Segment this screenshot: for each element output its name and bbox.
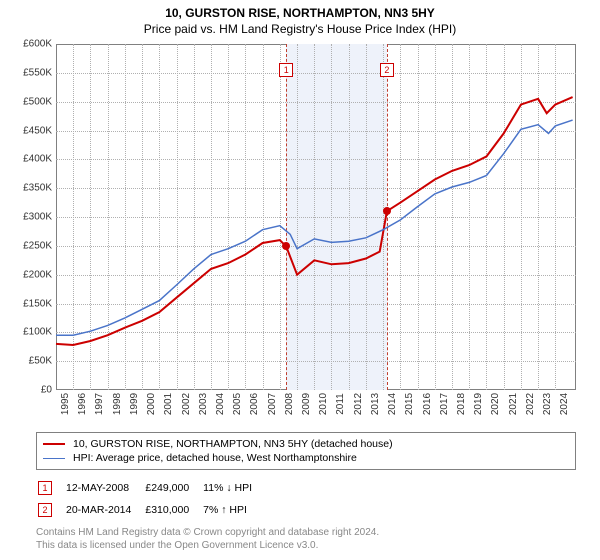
- x-tick-label: 2024: [555, 393, 570, 415]
- y-tick-label: £600K: [23, 39, 56, 50]
- y-tick-label: £350K: [23, 183, 56, 194]
- x-tick-label: 2000: [142, 393, 157, 415]
- event-label-box: 2: [380, 63, 394, 77]
- event-delta: 7% ↑ HPI: [203, 500, 264, 520]
- chart-container: 10, GURSTON RISE, NORTHAMPTON, NN3 5HY P…: [0, 0, 600, 560]
- y-tick-label: £250K: [23, 240, 56, 251]
- event-date: 20-MAR-2014: [66, 500, 143, 520]
- footer-line-2: This data is licensed under the Open Gov…: [36, 539, 576, 552]
- event-marker: [383, 207, 391, 215]
- legend-swatch: [43, 458, 65, 459]
- event-row: 1 12-MAY-2008£249,00011% ↓ HPI: [38, 478, 264, 498]
- footer-text: Contains HM Land Registry data © Crown c…: [36, 522, 576, 552]
- x-tick-label: 2013: [366, 393, 381, 415]
- x-tick-label: 2020: [486, 393, 501, 415]
- y-tick-label: £450K: [23, 125, 56, 136]
- y-tick-label: £100K: [23, 327, 56, 338]
- event-marker: [282, 242, 290, 250]
- event-badge: 1: [38, 481, 52, 495]
- x-tick-label: 2021: [504, 393, 519, 415]
- x-tick-label: 1998: [108, 393, 123, 415]
- event-label-box: 1: [279, 63, 293, 77]
- x-tick-label: 2010: [314, 393, 329, 415]
- x-tick-label: 2005: [228, 393, 243, 415]
- chart-lines: [56, 44, 576, 390]
- chart-title: 10, GURSTON RISE, NORTHAMPTON, NN3 5HY: [0, 0, 600, 20]
- x-tick-label: 2003: [194, 393, 209, 415]
- x-tick-label: 2002: [177, 393, 192, 415]
- x-tick-label: 2017: [435, 393, 450, 415]
- x-tick-label: 2016: [418, 393, 433, 415]
- x-tick-label: 2008: [280, 393, 295, 415]
- event-delta: 11% ↓ HPI: [203, 478, 264, 498]
- x-tick-label: 2022: [521, 393, 536, 415]
- y-tick-label: £150K: [23, 298, 56, 309]
- series-line: [56, 120, 573, 335]
- x-tick-label: 2012: [349, 393, 364, 415]
- legend-swatch: [43, 443, 65, 445]
- y-tick-label: £300K: [23, 212, 56, 223]
- event-price: £310,000: [145, 500, 201, 520]
- x-tick-label: 2023: [538, 393, 553, 415]
- legend-box: 10, GURSTON RISE, NORTHAMPTON, NN3 5HY (…: [36, 432, 576, 470]
- x-tick-label: 2004: [211, 393, 226, 415]
- event-row: 2 20-MAR-2014£310,0007% ↑ HPI: [38, 500, 264, 520]
- y-tick-label: £200K: [23, 269, 56, 280]
- plot-area: 12 £0£50K£100K£150K£200K£250K£300K£350K£…: [56, 44, 576, 390]
- x-tick-label: 2018: [452, 393, 467, 415]
- x-tick-label: 1997: [90, 393, 105, 415]
- series-line: [56, 97, 573, 345]
- x-tick-label: 2006: [245, 393, 260, 415]
- y-tick-label: £400K: [23, 154, 56, 165]
- legend-block: 10, GURSTON RISE, NORTHAMPTON, NN3 5HY (…: [36, 432, 576, 552]
- x-tick-label: 2001: [159, 393, 174, 415]
- y-tick-label: £0: [41, 385, 56, 396]
- event-price: £249,000: [145, 478, 201, 498]
- legend-row: HPI: Average price, detached house, West…: [43, 451, 569, 465]
- x-tick-label: 2009: [297, 393, 312, 415]
- x-tick-label: 1999: [125, 393, 140, 415]
- event-date: 12-MAY-2008: [66, 478, 143, 498]
- legend-row: 10, GURSTON RISE, NORTHAMPTON, NN3 5HY (…: [43, 437, 569, 451]
- events-table: 1 12-MAY-2008£249,00011% ↓ HPI 2 20-MAR-201…: [36, 476, 266, 522]
- y-tick-label: £50K: [29, 356, 56, 367]
- x-tick-label: 2014: [383, 393, 398, 415]
- legend-label: HPI: Average price, detached house, West…: [73, 452, 357, 464]
- x-tick-label: 2015: [400, 393, 415, 415]
- chart-subtitle: Price paid vs. HM Land Registry's House …: [0, 20, 600, 40]
- x-tick-label: 1995: [56, 393, 71, 415]
- footer-line-1: Contains HM Land Registry data © Crown c…: [36, 526, 576, 539]
- legend-label: 10, GURSTON RISE, NORTHAMPTON, NN3 5HY (…: [73, 438, 393, 450]
- x-tick-label: 1996: [73, 393, 88, 415]
- y-tick-label: £500K: [23, 96, 56, 107]
- x-tick-label: 2011: [331, 393, 346, 415]
- x-tick-label: 2007: [263, 393, 278, 415]
- event-badge: 2: [38, 503, 52, 517]
- x-tick-label: 2019: [469, 393, 484, 415]
- y-tick-label: £550K: [23, 67, 56, 78]
